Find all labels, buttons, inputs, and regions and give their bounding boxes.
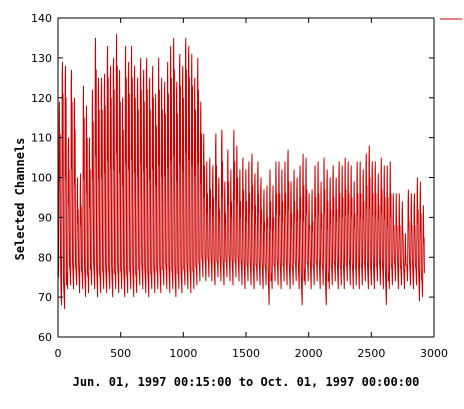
y-tick-label-130: 130 xyxy=(31,52,52,65)
x-tick-label-2000: 2000 xyxy=(295,347,323,360)
x-tick-label-500: 500 xyxy=(110,347,131,360)
x-tick-label-0: 0 xyxy=(55,347,62,360)
series-group xyxy=(57,33,425,310)
y-tick-label-70: 70 xyxy=(38,291,52,304)
x-axis-title: Jun. 01, 1997 00:15:00 to Oct. 01, 1997 … xyxy=(73,375,420,389)
y-tick-label-60: 60 xyxy=(38,331,52,344)
y-tick-label-100: 100 xyxy=(31,172,52,185)
y-tick-label-90: 90 xyxy=(38,211,52,224)
ticks-group: 0 500 1000 1500 2000 2500 3000 60 70 80 90 100 110 12… xyxy=(31,12,448,360)
x-tick-label-1000: 1000 xyxy=(169,347,197,360)
y-tick-label-140: 140 xyxy=(31,12,52,25)
y-tick-label-110: 110 xyxy=(31,132,52,145)
x-tick-label-3000: 3000 xyxy=(420,347,448,360)
x-tick-label-1500: 1500 xyxy=(232,347,260,360)
series-line-0 xyxy=(57,33,425,310)
y-tick-label-120: 120 xyxy=(31,92,52,105)
y-axis-title: Selected Channels xyxy=(13,138,27,261)
y-tick-label-80: 80 xyxy=(38,251,52,264)
x-tick-label-2500: 2500 xyxy=(357,347,385,360)
